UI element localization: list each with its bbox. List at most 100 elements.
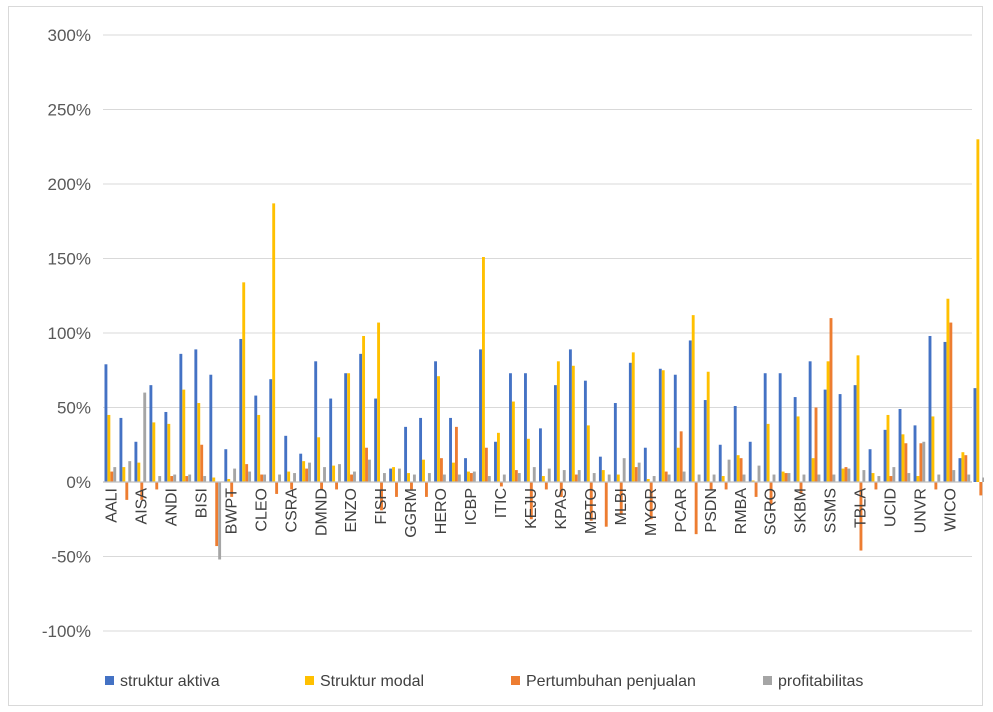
bar bbox=[472, 471, 476, 482]
bar bbox=[305, 468, 309, 482]
bar bbox=[916, 476, 920, 482]
bar bbox=[898, 408, 902, 482]
bar bbox=[122, 467, 126, 482]
bar bbox=[772, 474, 776, 482]
bar bbox=[389, 468, 393, 482]
bar bbox=[524, 373, 527, 482]
bar bbox=[718, 444, 722, 482]
legend-label: profitabilitas bbox=[778, 673, 863, 690]
bar bbox=[853, 385, 857, 482]
bar bbox=[248, 471, 252, 482]
bar bbox=[943, 341, 947, 482]
bar bbox=[529, 482, 533, 520]
legend-item: Struktur modal bbox=[305, 673, 424, 690]
bar bbox=[137, 462, 141, 482]
y-tick-label: 50% bbox=[57, 399, 91, 418]
bar bbox=[494, 441, 497, 482]
bar bbox=[427, 473, 431, 482]
bar bbox=[838, 394, 842, 482]
bar bbox=[383, 473, 386, 482]
series-1 bbox=[107, 139, 980, 483]
bar bbox=[509, 373, 512, 482]
bar bbox=[937, 474, 941, 482]
bar bbox=[442, 474, 446, 482]
bar bbox=[308, 462, 311, 482]
bar bbox=[706, 371, 710, 482]
gridlines bbox=[103, 34, 972, 632]
bar bbox=[793, 397, 797, 482]
bar bbox=[799, 482, 803, 494]
bar bbox=[883, 429, 887, 482]
bar bbox=[263, 474, 267, 482]
bar bbox=[577, 470, 581, 482]
x-category-label: WICO bbox=[943, 488, 960, 532]
bar bbox=[173, 474, 177, 482]
bar bbox=[541, 476, 545, 482]
bar bbox=[224, 449, 228, 482]
bar bbox=[643, 447, 647, 482]
x-category-label: CLEO bbox=[253, 488, 270, 532]
bar bbox=[769, 482, 773, 505]
bar bbox=[667, 474, 671, 482]
bar bbox=[862, 470, 866, 482]
bar bbox=[736, 455, 740, 482]
bar bbox=[889, 476, 893, 482]
bar bbox=[808, 361, 812, 482]
y-tick-label: 200% bbox=[48, 175, 91, 194]
x-category-label: HERO bbox=[433, 488, 450, 534]
bar bbox=[374, 398, 378, 482]
bar bbox=[539, 428, 542, 482]
bar bbox=[412, 474, 416, 482]
legend-swatch bbox=[305, 676, 314, 685]
bar bbox=[452, 462, 455, 482]
bar bbox=[496, 432, 500, 482]
bar bbox=[233, 468, 237, 482]
bar bbox=[272, 203, 276, 482]
x-category-label: UCID bbox=[883, 488, 900, 527]
bar bbox=[952, 470, 956, 482]
y-tick-label: 150% bbox=[48, 250, 91, 269]
bar bbox=[607, 474, 611, 482]
bar bbox=[646, 479, 650, 482]
bar bbox=[844, 467, 848, 482]
bar bbox=[188, 474, 192, 482]
bar bbox=[784, 473, 788, 482]
bar bbox=[544, 482, 548, 490]
bar bbox=[901, 434, 905, 482]
bar bbox=[616, 474, 620, 482]
y-axis-tick-labels: -100% -50% 0% 50% 100% 150% 200% 250% 300% bbox=[42, 26, 91, 641]
x-category-label: ICBP bbox=[463, 488, 480, 525]
bar bbox=[484, 447, 488, 482]
bar bbox=[982, 477, 984, 482]
legend: struktur aktiva Struktur modal Pertumbuhan… bbox=[105, 673, 863, 690]
bar bbox=[353, 471, 356, 482]
bar bbox=[209, 374, 213, 482]
x-category-label: MBTO bbox=[583, 488, 600, 534]
bar bbox=[979, 482, 983, 496]
bar bbox=[766, 423, 770, 482]
x-category-label: AISA bbox=[134, 488, 151, 525]
bar bbox=[526, 438, 530, 482]
bar bbox=[961, 452, 965, 482]
bar bbox=[748, 441, 752, 482]
legend-item: Pertumbuhan penjualan bbox=[511, 673, 696, 690]
legend-swatch bbox=[763, 676, 772, 685]
x-category-label: PCAR bbox=[673, 488, 690, 532]
x-category-label: ENZO bbox=[343, 488, 360, 532]
bar bbox=[976, 139, 980, 483]
bar bbox=[787, 473, 791, 482]
bar bbox=[649, 482, 653, 520]
bar bbox=[514, 470, 518, 482]
bar bbox=[751, 480, 755, 482]
bar bbox=[302, 461, 306, 482]
bar bbox=[637, 462, 641, 482]
bar bbox=[155, 482, 159, 490]
bar bbox=[260, 474, 264, 482]
bar bbox=[323, 467, 326, 482]
bar bbox=[152, 422, 156, 482]
bar bbox=[739, 458, 743, 482]
legend-label: Struktur modal bbox=[320, 673, 424, 690]
bar bbox=[907, 473, 911, 482]
bar bbox=[703, 400, 707, 482]
bar bbox=[973, 388, 977, 482]
